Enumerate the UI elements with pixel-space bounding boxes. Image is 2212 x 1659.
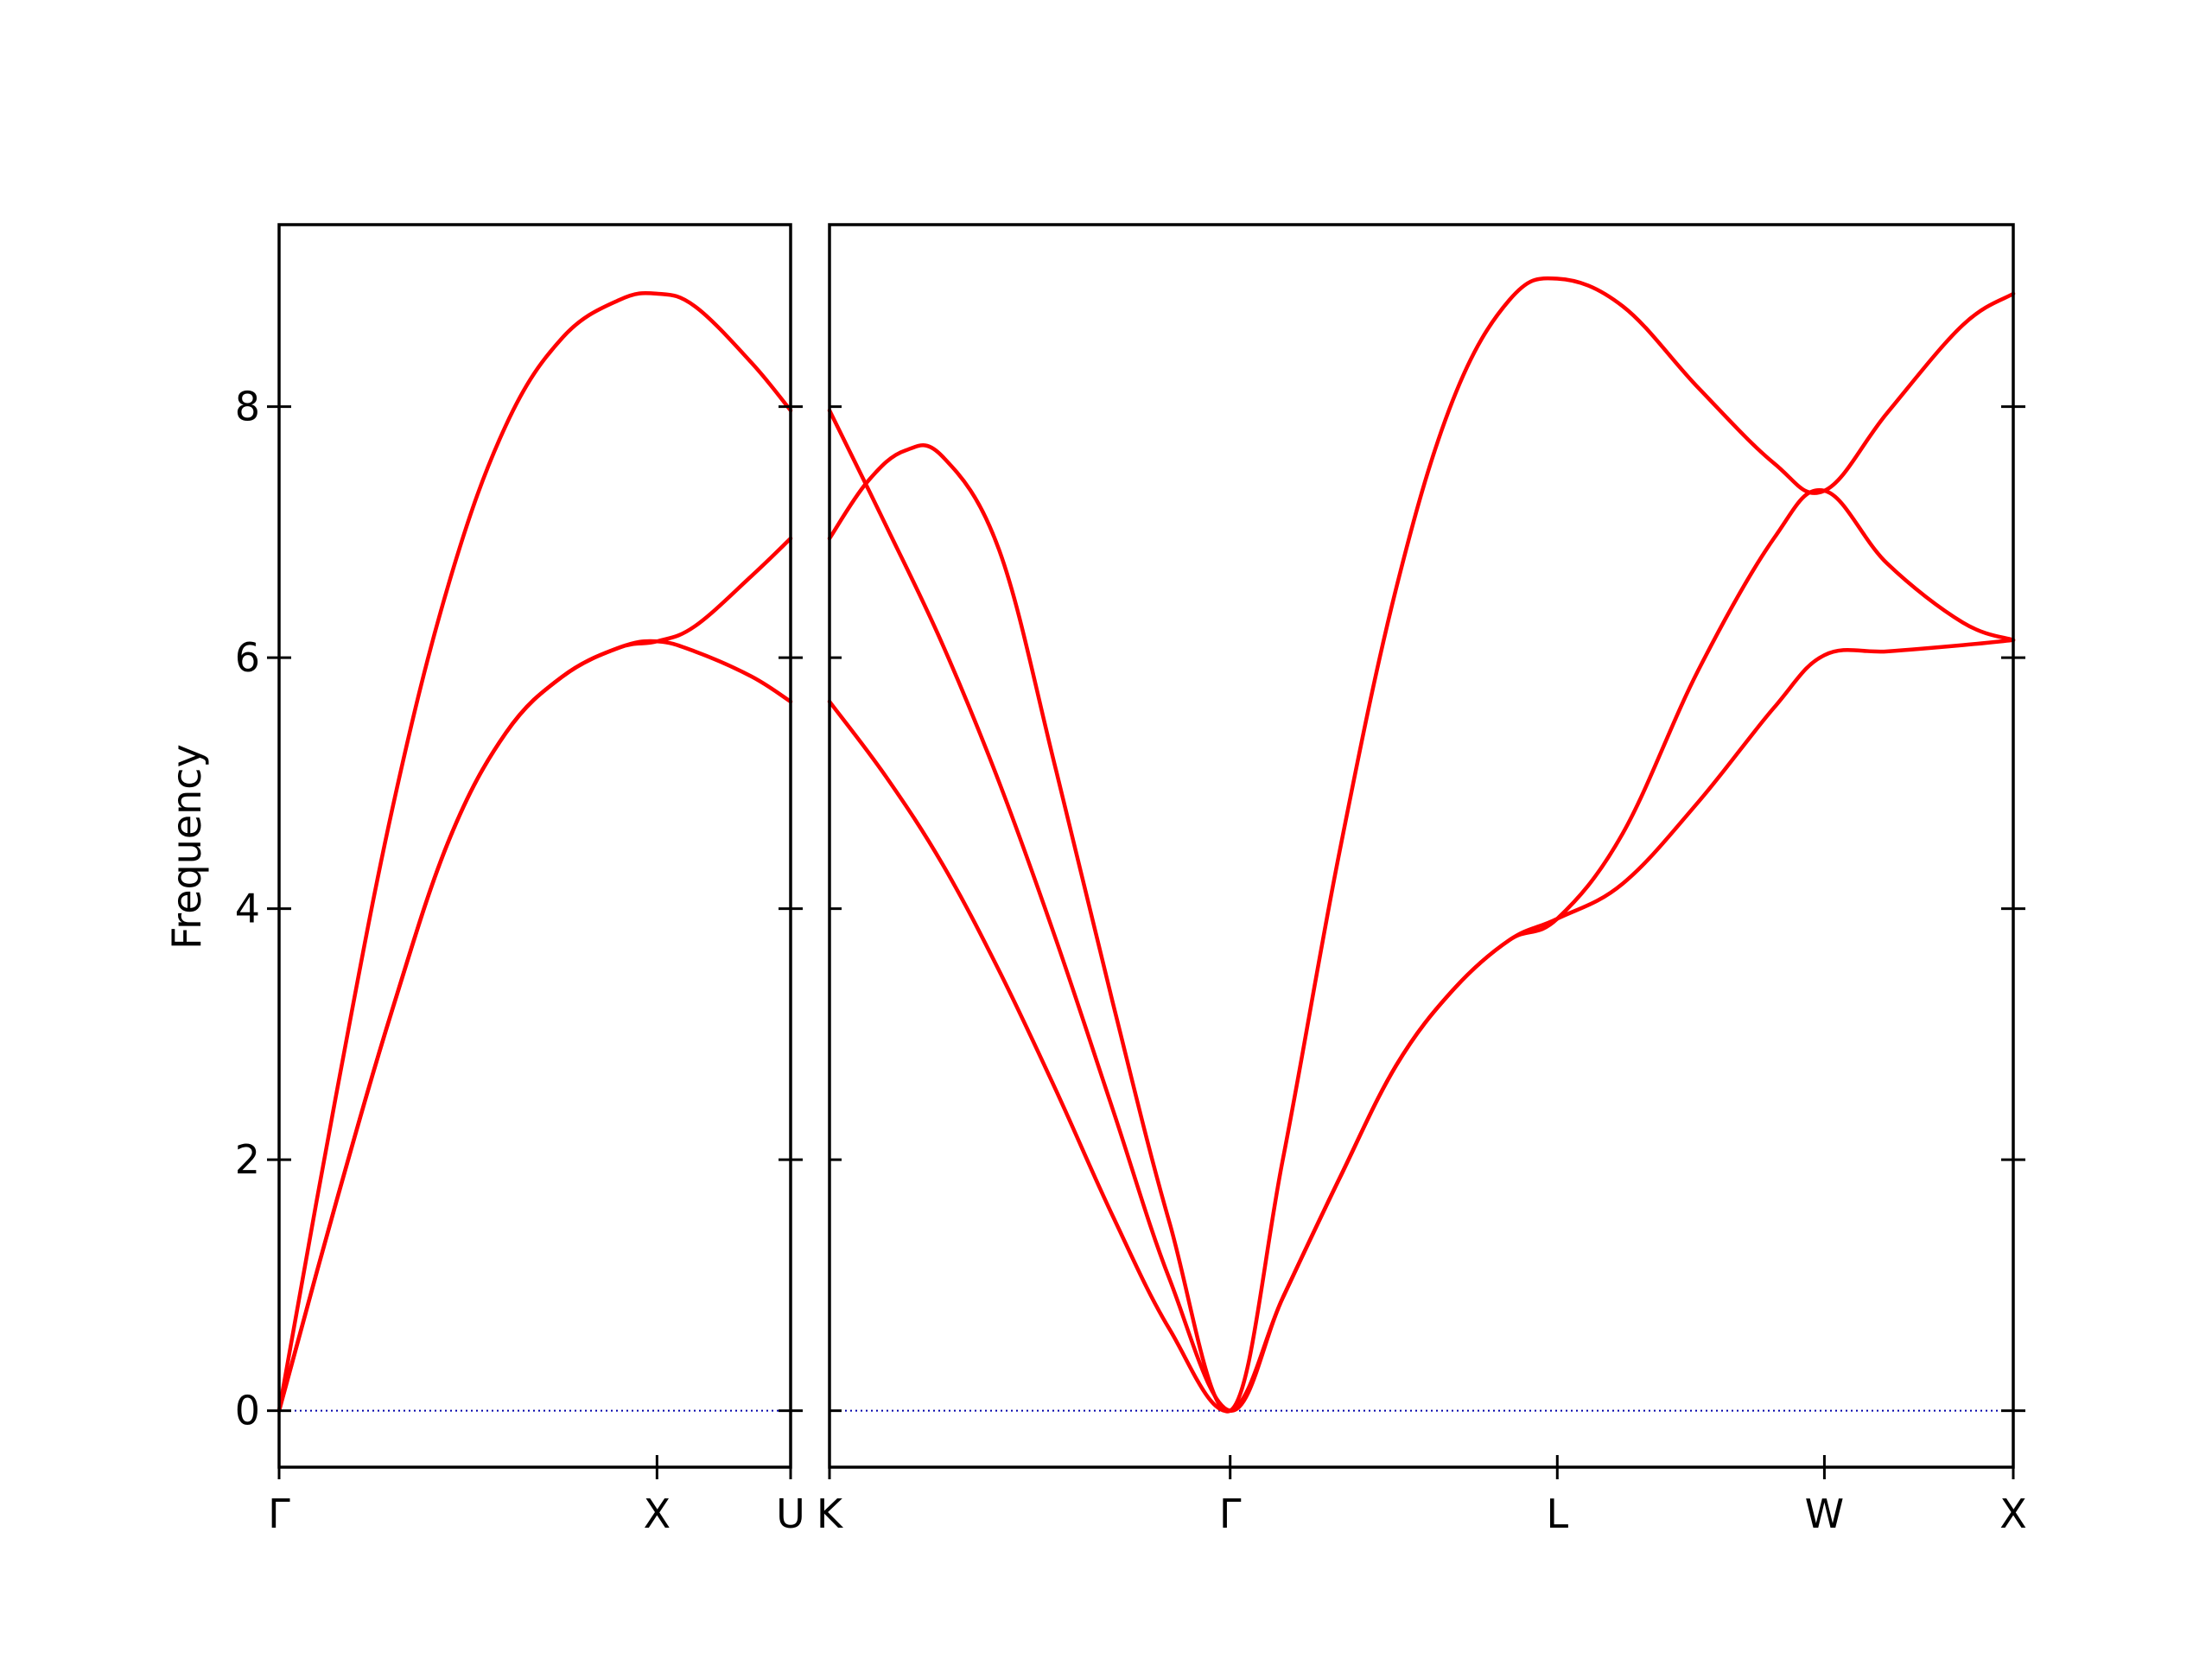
right-xtick-label-3: W — [1805, 1491, 1844, 1537]
left-band-3 — [276, 290, 793, 1413]
right-axes-frame — [828, 223, 2015, 1469]
left-axes-frame — [277, 223, 792, 1469]
left-xtick-label-2: U — [776, 1491, 805, 1537]
ytick-label-2: 2 — [235, 1136, 260, 1183]
left-band-2 — [276, 536, 793, 1413]
right-xtick-label-0: K — [817, 1491, 844, 1537]
right-xtick-label-4: X — [1999, 1491, 2027, 1537]
left-xtick-label-1: X — [644, 1491, 671, 1537]
left-panel: 0 2 4 6 8 Γ X U — [235, 223, 805, 1537]
y-axis-label: Frequency — [163, 744, 210, 950]
right-band-3 — [827, 276, 2016, 1414]
right-band-2 — [827, 408, 2016, 1413]
ytick-label-4: 4 — [235, 886, 260, 932]
right-xtick-label-1: Γ — [1219, 1491, 1242, 1537]
ytick-label-0: 0 — [235, 1388, 260, 1434]
left-xtick-label-0: Γ — [268, 1491, 290, 1537]
left-band-1 — [276, 639, 793, 1413]
ytick-label-6: 6 — [235, 634, 260, 681]
right-xtick-label-2: L — [1546, 1491, 1568, 1537]
ytick-label-8: 8 — [235, 384, 260, 430]
